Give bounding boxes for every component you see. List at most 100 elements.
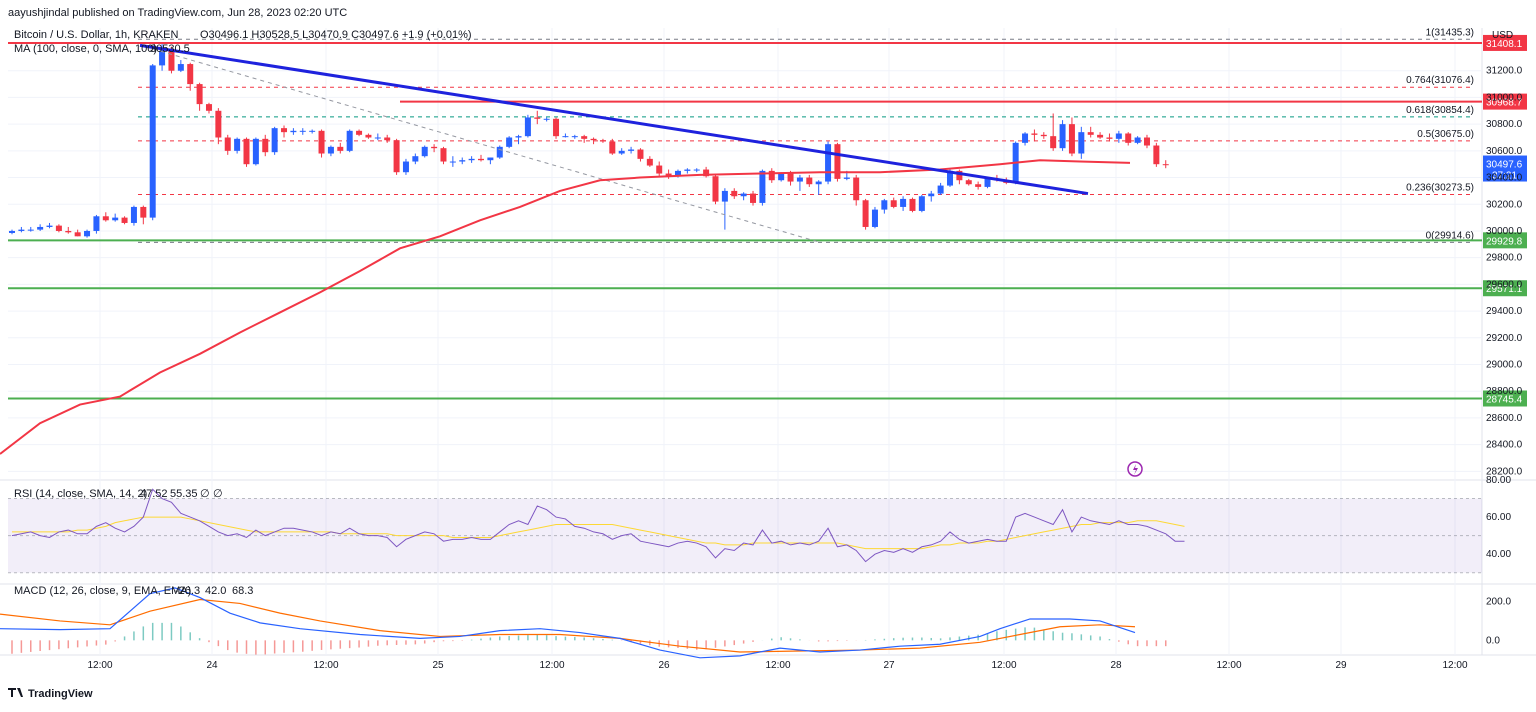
candle-body — [956, 170, 963, 181]
candle-body — [1022, 133, 1029, 143]
candle-body — [1115, 133, 1122, 139]
x-tick-label: 12:00 — [539, 660, 564, 671]
candle-body — [337, 146, 344, 151]
price-tick-label: 30600.0 — [1486, 146, 1523, 157]
candle-body — [168, 50, 175, 71]
candle-body — [196, 84, 203, 105]
candle-body — [806, 177, 813, 185]
candle-body — [975, 184, 982, 187]
candle-body — [140, 206, 147, 218]
candle-body — [721, 190, 728, 202]
candle-body — [1050, 136, 1057, 149]
candle-body — [787, 173, 794, 182]
rsi-value-1: 47.52 — [140, 488, 168, 500]
candle-body — [796, 177, 803, 182]
x-tick-label: 29 — [1335, 660, 1347, 671]
ma-legend[interactable]: MA (100, close, 0, SMA, 100) — [14, 43, 157, 55]
candle-body — [187, 64, 194, 85]
candle-body — [365, 134, 372, 138]
candle-body — [609, 141, 616, 154]
candle-body — [881, 200, 888, 210]
candle-body — [299, 130, 306, 132]
x-tick-label: 12:00 — [313, 660, 338, 671]
candle-body — [553, 118, 560, 137]
candle-body — [487, 157, 494, 161]
rsi-value-4: ∅ — [213, 488, 223, 500]
fib-level-label: 0.764(31076.4) — [1406, 75, 1474, 86]
candle-body — [130, 206, 137, 223]
x-tick-label: 25 — [432, 660, 444, 671]
candle-body — [581, 136, 588, 139]
candle-body — [421, 146, 428, 157]
candle-body — [478, 158, 484, 161]
rsi-band-fill — [8, 498, 1482, 573]
candle-body — [900, 198, 907, 207]
candle-body — [984, 178, 991, 187]
countdown-label: 37:21 — [1492, 171, 1517, 182]
ma-legend-value: 30530.5 — [150, 43, 190, 55]
candle-body — [909, 198, 916, 211]
candle-body — [318, 130, 325, 154]
candle-body — [965, 180, 972, 185]
candle-body — [159, 50, 166, 66]
price-tick-label: 30000.0 — [1486, 226, 1523, 237]
rsi-tick-label: 40.00 — [1486, 549, 1511, 560]
candle-body — [712, 176, 719, 202]
candle-body — [825, 144, 832, 182]
candle-body — [459, 160, 466, 162]
candle-body — [252, 138, 259, 165]
candle-body — [506, 137, 513, 147]
fib-level-label: 1(31435.3) — [1426, 27, 1474, 38]
candle-body — [750, 193, 757, 203]
candle-body — [656, 165, 663, 174]
macd-legend[interactable]: MACD (12, 26, close, 9, EMA, EMA) — [14, 585, 191, 597]
price-tick-label: 30400.0 — [1486, 173, 1523, 184]
x-tick-label: 12:00 — [87, 660, 112, 671]
candle-body — [740, 193, 747, 197]
sr-level-label: 29929.8 — [1486, 236, 1523, 247]
fib-level-label: 0(29914.6) — [1426, 230, 1474, 241]
candle-body — [374, 137, 381, 139]
rsi-band — [8, 498, 1482, 574]
candle-body — [646, 158, 653, 166]
candle-body — [759, 170, 766, 203]
candle-body — [1097, 134, 1104, 138]
overlays: 30497.637:21 — [0, 43, 1527, 455]
price-tick-label: 28200.0 — [1486, 466, 1523, 477]
candle-body — [890, 200, 897, 207]
price-tick-label: 29800.0 — [1486, 253, 1523, 264]
candle-body — [1040, 134, 1047, 137]
candle-body — [496, 146, 503, 158]
candle-body — [618, 150, 625, 154]
candle-body — [768, 170, 775, 181]
sr-level-label: 31408.1 — [1486, 39, 1523, 50]
candle-body — [121, 217, 128, 223]
candle-body — [327, 146, 334, 154]
rsi-legend[interactable]: RSI (14, close, SMA, 14, 2) — [14, 488, 147, 500]
symbol-title[interactable]: Bitcoin / U.S. Dollar, 1h, KRAKEN — [14, 29, 179, 41]
sr-level-badge — [1483, 280, 1527, 297]
last-price-label: 30497.6 — [1486, 160, 1523, 171]
candle-body — [1087, 132, 1094, 135]
candle-body — [18, 229, 25, 231]
x-tick-label: 26 — [658, 660, 670, 671]
bearish-trendline — [139, 43, 1089, 196]
lightning-icon[interactable] — [1127, 461, 1143, 477]
fib-level-label: 0.618(30854.4) — [1406, 105, 1474, 116]
price-tick-label: 28400.0 — [1486, 440, 1523, 451]
sr-level-label: 29571.1 — [1486, 284, 1523, 295]
candle-body — [290, 130, 297, 133]
macd-value-1: -26.3 — [175, 585, 200, 597]
candle-body — [431, 146, 438, 149]
candle-body — [27, 229, 34, 231]
candle-body — [693, 169, 700, 171]
level-lines: 1(31435.3) 0.764(31076.4) 0.618(30854.4) 0.… — [8, 27, 1527, 407]
candle-body — [309, 130, 316, 132]
candle-body — [224, 137, 231, 151]
grid — [0, 28, 1536, 656]
price-tick-label: 31000.0 — [1486, 92, 1523, 103]
candle-body — [918, 196, 925, 211]
